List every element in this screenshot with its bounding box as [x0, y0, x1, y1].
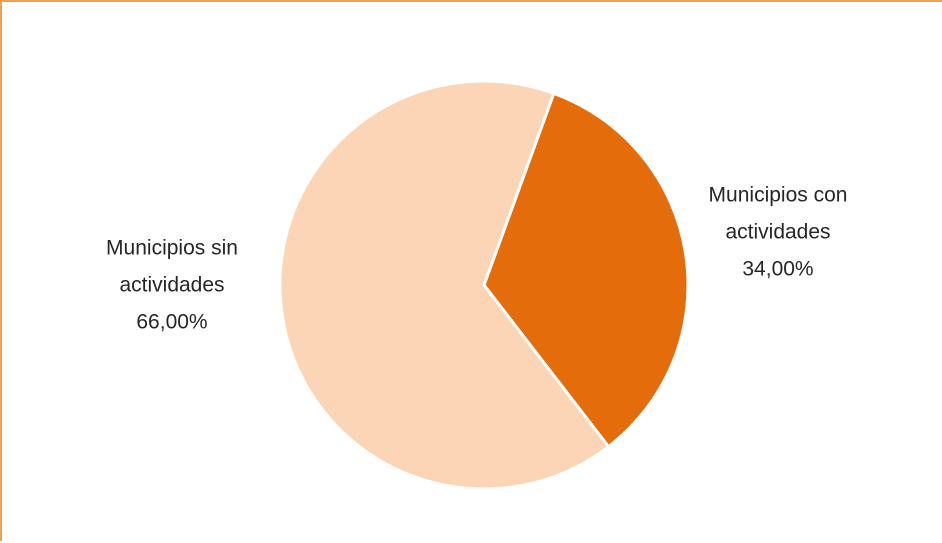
- slice-value-label: 66,00%: [136, 311, 207, 334]
- pie-slice-1: [482, 91, 690, 449]
- pie-slices: [278, 79, 690, 491]
- slice-category-label: actividades: [725, 221, 830, 244]
- pie-slice-2: [278, 79, 610, 491]
- slice-label-1: Municipios con actividades 34,00%: [709, 184, 848, 281]
- slice-category-label: actividades: [119, 274, 224, 297]
- pie-labels: Municipios con actividades 34,00%Municipio…: [106, 184, 847, 334]
- slice-category-label: Municipios sin: [106, 237, 238, 260]
- slice-value-label: 34,00%: [742, 258, 813, 281]
- slice-label-2: Municipios sin actividades 66,00%: [106, 237, 238, 334]
- slice-category-label: Municipios con: [709, 184, 848, 207]
